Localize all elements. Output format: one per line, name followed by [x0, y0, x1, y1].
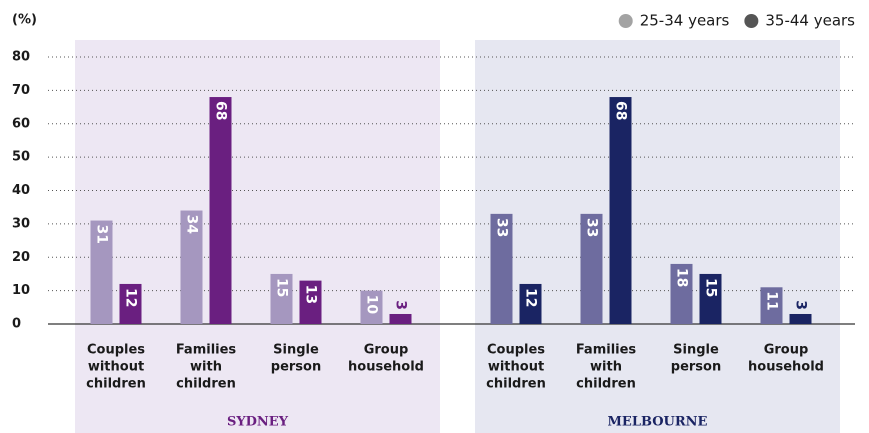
bar [360, 290, 383, 324]
x-tick-label: children [576, 377, 636, 392]
x-tick-label: Group [764, 343, 809, 358]
x-tick-label: Group [364, 343, 409, 358]
x-tick-label: without [88, 360, 144, 375]
panel-background [475, 40, 840, 433]
bar [699, 273, 722, 324]
bar [119, 283, 142, 324]
y-tick-label: 50 [12, 150, 30, 165]
value-label: 3 [393, 300, 409, 310]
value-label: 34 [184, 215, 200, 235]
x-tick-label: Single [273, 343, 319, 358]
value-label: 12 [523, 288, 539, 307]
y-tick-label: 80 [12, 50, 30, 65]
x-tick-label: children [486, 377, 546, 392]
y-tick-label: 20 [12, 250, 30, 265]
y-tick-label: 30 [12, 216, 30, 231]
bar [670, 263, 693, 324]
y-tick-label: 40 [12, 183, 30, 198]
x-tick-label: Couples [87, 343, 145, 358]
value-label: 13 [303, 285, 319, 304]
bar [180, 210, 203, 324]
panel-title: SYDNEY [227, 415, 289, 430]
y-tick-label: 0 [12, 317, 21, 332]
value-label: 10 [364, 295, 380, 315]
y-tick-label: 70 [12, 83, 30, 98]
bar [609, 97, 632, 324]
value-label: 11 [764, 291, 780, 310]
x-tick-label: with [590, 360, 622, 375]
x-tick-label: Families [576, 343, 637, 358]
panel-title: MELBOURNE [608, 415, 708, 430]
value-label: 68 [613, 101, 629, 120]
x-tick-label: with [190, 360, 222, 375]
legend-marker [618, 14, 633, 28]
x-tick-label: without [488, 360, 544, 375]
bar [90, 220, 113, 324]
legend-label: 25-34 years [640, 12, 730, 30]
value-label: 15 [274, 278, 290, 297]
bar [789, 313, 812, 324]
x-tick-label: Couples [487, 343, 545, 358]
value-label: 33 [584, 218, 600, 237]
x-tick-label: household [348, 360, 424, 375]
bar [299, 280, 322, 324]
y-tick-label: 60 [12, 116, 30, 131]
y-axis-label: (%) [12, 13, 37, 28]
y-tick-label: 10 [12, 283, 30, 298]
value-label: 15 [703, 278, 719, 297]
legend-label: 35-44 years [765, 12, 855, 30]
bar [519, 283, 542, 324]
bar [389, 313, 412, 324]
bar [270, 273, 293, 324]
x-tick-label: Single [673, 343, 719, 358]
x-tick-label: Families [176, 343, 237, 358]
bar [209, 97, 232, 324]
value-label: 31 [94, 225, 110, 244]
x-tick-label: children [176, 377, 236, 392]
bar [490, 213, 513, 324]
x-tick-label: person [671, 360, 721, 375]
x-tick-label: household [748, 360, 824, 375]
value-label: 33 [494, 218, 510, 237]
value-label: 18 [674, 268, 690, 287]
panel-background [75, 40, 440, 433]
bar [760, 287, 783, 324]
value-label: 3 [793, 300, 809, 310]
bar [580, 213, 603, 324]
x-tick-label: children [86, 377, 146, 392]
legend-marker [744, 14, 759, 28]
x-tick-label: person [271, 360, 321, 375]
value-label: 12 [123, 288, 139, 307]
value-label: 68 [213, 101, 229, 120]
